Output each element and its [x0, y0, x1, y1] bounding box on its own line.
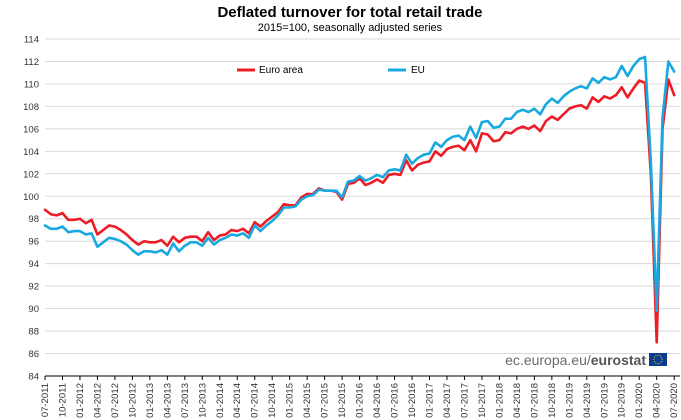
- series-line-eu: [43, 55, 676, 313]
- x-tick-label-04-2020: 04-2020: [652, 383, 663, 418]
- flag-star: [659, 355, 661, 357]
- x-tick-label-10-2019: 10-2019: [617, 383, 628, 418]
- flag-star: [653, 358, 655, 361]
- y-tick-label-86: 86: [28, 349, 39, 360]
- y-tick-label-108: 108: [23, 102, 39, 113]
- y-tick-label-84: 84: [28, 372, 39, 383]
- x-tick-label-07-2012: 07-2012: [110, 383, 121, 418]
- x-tick-label-04-2014: 04-2014: [232, 383, 243, 418]
- credit-url: ec.europa.eu/: [505, 352, 591, 368]
- x-tick-label-10-2012: 10-2012: [127, 383, 138, 418]
- x-tick-label-01-2018: 01-2018: [494, 383, 505, 418]
- x-tick-label-04-2013: 04-2013: [162, 383, 173, 418]
- x-tick-label-04-2017: 04-2017: [442, 383, 453, 418]
- x-tick-label-01-2013: 01-2013: [145, 383, 156, 418]
- y-tick-label-110: 110: [24, 79, 39, 90]
- y-tick-label-106: 106: [23, 124, 39, 135]
- x-tick-label-04-2015: 04-2015: [302, 383, 313, 418]
- x-tick-label-01-2016: 01-2016: [355, 383, 366, 418]
- x-tick-label-07-2015: 07-2015: [320, 383, 331, 418]
- x-tick-label-04-2016: 04-2016: [372, 383, 383, 418]
- flag-star: [655, 362, 657, 364]
- series-lines: [43, 55, 676, 344]
- series-line-euro-area: [43, 78, 676, 344]
- x-tick-label-01-2012: 01-2012: [75, 383, 86, 418]
- y-tick-label-88: 88: [28, 327, 39, 338]
- svg-text:ec.europa.eu/eurostat: ec.europa.eu/eurostat: [505, 352, 646, 368]
- legend-label-eu: EU: [411, 65, 425, 76]
- flag-star: [653, 361, 655, 363]
- y-tick-label-114: 114: [24, 35, 39, 46]
- flag-star: [659, 362, 661, 364]
- flag-star: [661, 358, 663, 361]
- x-tick-label-10-2017: 10-2017: [477, 383, 488, 418]
- x-tick-label-01-2014: 01-2014: [215, 383, 226, 418]
- x-tick-label-01-2015: 01-2015: [285, 383, 296, 418]
- x-tick-label-01-2020: 01-2020: [634, 383, 645, 418]
- x-tick-label-10-2016: 10-2016: [407, 383, 418, 418]
- x-tick-label-04-2012: 04-2012: [92, 383, 103, 418]
- x-tick-label-07-2018: 07-2018: [529, 383, 540, 418]
- credit-brand: eurostat: [591, 352, 647, 368]
- flag-star: [661, 356, 663, 358]
- x-tick-label-07-2017: 07-2017: [459, 383, 470, 418]
- x-tick-label-10-2013: 10-2013: [197, 383, 208, 418]
- chart-title: Deflated turnover for total retail trade: [217, 4, 482, 21]
- legend-label-euro-area: Euro area: [259, 65, 303, 76]
- x-tick-label-10-2018: 10-2018: [547, 383, 558, 418]
- y-tick-label-98: 98: [28, 214, 39, 225]
- flag-star: [655, 355, 657, 357]
- x-tick-label-01-2019: 01-2019: [564, 383, 575, 418]
- y-tick-label-94: 94: [28, 259, 39, 270]
- x-tick-label-04-2019: 04-2019: [582, 383, 593, 418]
- flag-star: [657, 354, 659, 356]
- x-axis: 07-2011 10-2011 01-2012 04-2012 07-2012 10-20…: [40, 375, 680, 418]
- x-tick-label-10-2011: 10-2011: [57, 383, 68, 417]
- y-tick-label-96: 96: [28, 237, 39, 248]
- x-tick-label-07-2016: 07-2016: [390, 383, 401, 418]
- y-tick-label-90: 90: [28, 304, 39, 315]
- legend: Euro area EU: [237, 65, 425, 76]
- x-tick-label-10-2014: 10-2014: [267, 383, 278, 418]
- x-tick-label-07-2013: 07-2013: [180, 383, 191, 418]
- y-tick-label-104: 104: [23, 147, 39, 158]
- x-tick-label-07-2019: 07-2019: [599, 383, 610, 418]
- chart-subtitle: 2015=100, seasonally adjusted series: [258, 22, 443, 34]
- x-tick-label-01-2017: 01-2017: [424, 383, 435, 418]
- y-tick-label-92: 92: [28, 282, 39, 293]
- x-tick-label-07-2011: 07-2011: [40, 383, 51, 417]
- flag-star: [661, 361, 663, 363]
- y-tick-label-112: 112: [24, 57, 39, 68]
- x-tick-label-04-2018: 04-2018: [512, 383, 523, 418]
- y-tick-label-100: 100: [23, 192, 39, 203]
- gridlines: [45, 38, 680, 377]
- x-tick-label-07-2014: 07-2014: [250, 383, 261, 418]
- eu-flag-stars-icon: [653, 354, 663, 365]
- x-tick-label-07-2020: 07-2020: [669, 383, 680, 418]
- y-axis: 84 86 88 90 92 94 96 98 100 102 104 106 108 110 112 114: [23, 35, 39, 383]
- y-tick-label-102: 102: [23, 169, 39, 180]
- eu-flag-icon: [649, 353, 667, 366]
- x-tick-label-10-2015: 10-2015: [337, 383, 348, 418]
- eurostat-credit: ec.europa.eu/eurostat: [505, 352, 667, 368]
- flag-star: [657, 363, 659, 365]
- flag-star: [653, 356, 655, 358]
